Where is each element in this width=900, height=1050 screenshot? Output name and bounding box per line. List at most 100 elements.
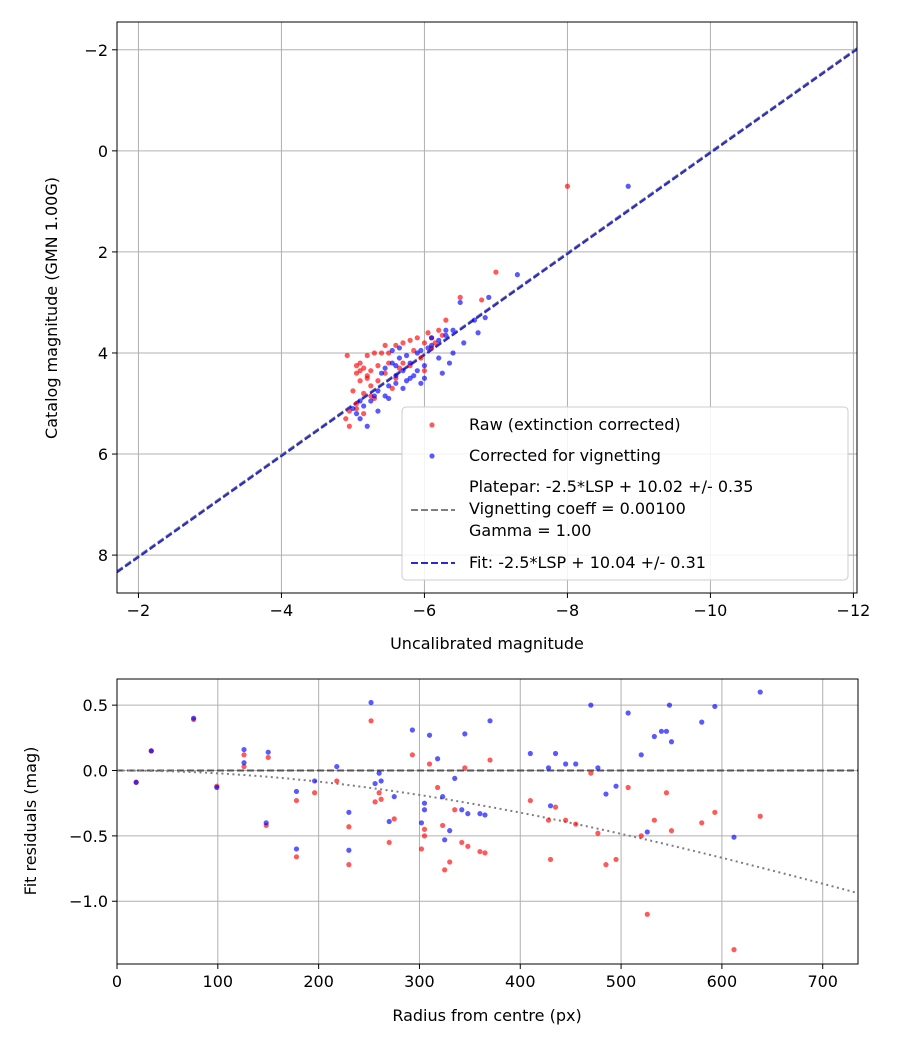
top-data-point xyxy=(344,352,350,359)
bottom-data-point xyxy=(421,800,428,806)
top-data-point xyxy=(625,183,631,189)
top-data-point xyxy=(421,368,428,374)
top-data-point xyxy=(446,360,453,366)
top-data-point xyxy=(414,368,420,374)
bottom-data-point xyxy=(712,703,718,710)
bottom-data-point xyxy=(757,689,763,695)
bottom-data-point xyxy=(666,702,673,708)
bottom-data-point xyxy=(563,761,569,767)
bottom-data-point xyxy=(482,850,488,856)
top-data-point xyxy=(421,363,428,369)
bottom-data-point xyxy=(668,739,675,745)
bottom-data-point xyxy=(447,859,453,865)
top-data-point xyxy=(475,330,481,336)
top-x-tick-label: −6 xyxy=(413,601,437,620)
bottom-data-point xyxy=(644,911,650,917)
bottom-data-point xyxy=(378,796,384,802)
bottom-x-tick-label: 700 xyxy=(807,972,838,991)
top-data-point xyxy=(493,269,499,275)
bottom-data-point xyxy=(731,834,737,840)
bottom-data-point xyxy=(603,791,609,797)
top-data-point xyxy=(436,327,442,333)
bottom-data-point xyxy=(462,731,468,737)
bottom-data-point xyxy=(148,748,154,754)
top-data-point xyxy=(428,335,435,341)
top-data-point xyxy=(418,355,424,361)
bottom-data-point xyxy=(241,760,247,766)
top-data-point xyxy=(425,345,431,351)
top-data-point xyxy=(461,340,467,346)
top-data-point xyxy=(479,297,485,303)
top-data-point xyxy=(368,383,374,389)
top-data-point xyxy=(346,423,352,429)
top-data-point xyxy=(439,332,445,338)
top-data-point xyxy=(457,299,463,306)
top-data-point xyxy=(361,390,367,397)
top-x-axis-label: Uncalibrated magnitude xyxy=(390,634,584,653)
bottom-data-point xyxy=(346,862,352,868)
bottom-data-point xyxy=(699,719,705,725)
top-data-point xyxy=(353,363,360,369)
bottom-data-point xyxy=(265,749,271,755)
bottom-data-point xyxy=(482,812,488,818)
top-data-point xyxy=(368,393,374,399)
bottom-data-point xyxy=(421,826,428,832)
bottom-data-point xyxy=(595,830,601,836)
bottom-data-point xyxy=(588,702,594,708)
bottom-reference-lines xyxy=(117,769,858,895)
legend-marker-corrected xyxy=(429,453,435,459)
top-data-point xyxy=(375,363,381,369)
bottom-data-point xyxy=(312,778,318,784)
bottom-data-point xyxy=(638,833,644,839)
bottom-data-point xyxy=(527,750,533,757)
bottom-data-point xyxy=(312,790,318,796)
bottom-data-point xyxy=(668,828,675,834)
bottom-data-point xyxy=(487,757,493,763)
bottom-chart: 0 100 200 300 400 500 600 700 0.5 0.0 −0.5 −1.0 Rad… xyxy=(21,678,859,1025)
bottom-data-point xyxy=(386,839,392,846)
bottom-data-point xyxy=(372,799,378,805)
bottom-data-point xyxy=(421,807,428,813)
top-x-tick-label: −8 xyxy=(556,601,580,620)
bottom-data-point xyxy=(263,820,269,826)
bottom-data-point xyxy=(465,843,471,849)
top-data-point xyxy=(414,335,420,341)
legend-box xyxy=(401,406,849,581)
bottom-data-point xyxy=(663,790,670,796)
bottom-data-point xyxy=(440,794,446,800)
bottom-data-point xyxy=(452,807,458,813)
bottom-data-point xyxy=(447,828,453,834)
top-data-point xyxy=(482,315,488,321)
top-data-point xyxy=(418,380,424,386)
bottom-data-point xyxy=(191,715,197,721)
bottom-x-tick-label: 200 xyxy=(303,972,334,991)
bottom-scatter-points xyxy=(133,689,763,953)
top-data-point xyxy=(353,411,360,417)
top-data-point xyxy=(393,380,399,386)
bottom-data-point xyxy=(346,824,352,830)
top-data-point xyxy=(364,423,370,429)
top-axes-frame xyxy=(116,21,858,594)
bottom-data-point xyxy=(459,807,465,813)
bottom-data-point xyxy=(214,784,220,791)
top-data-point xyxy=(361,403,367,409)
bottom-data-point xyxy=(712,809,718,815)
top-data-point xyxy=(375,408,381,414)
bottom-x-tick-label: 0 xyxy=(112,972,122,991)
bottom-data-point xyxy=(603,862,609,868)
bottom-data-point xyxy=(426,732,433,738)
bottom-data-point xyxy=(699,820,705,826)
bottom-x-tick-label: 600 xyxy=(707,972,738,991)
top-data-point xyxy=(396,355,403,361)
legend-label-corrected: Corrected for vignetting xyxy=(469,446,661,465)
bottom-y-axis-label: Fit residuals (mag) xyxy=(21,747,40,896)
bottom-data-point xyxy=(133,779,139,785)
bottom-x-tick-label: 300 xyxy=(404,972,435,991)
top-data-point xyxy=(353,405,360,412)
bottom-data-point xyxy=(459,839,465,846)
bottom-data-point xyxy=(409,727,415,733)
bottom-data-point xyxy=(663,728,670,734)
bottom-data-point xyxy=(731,947,737,953)
legend-marker-raw xyxy=(429,422,435,428)
